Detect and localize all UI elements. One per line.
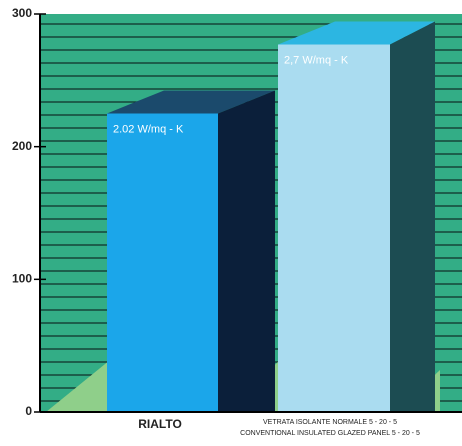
floor-shade — [46, 360, 110, 412]
y-tick-label: 200 — [12, 139, 32, 153]
x-tick-label: CONVENTIONAL INSULATED GLAZED PANEL 5 - … — [240, 430, 420, 437]
bar-top — [278, 21, 435, 45]
bar-side — [390, 21, 435, 412]
bar-top — [107, 90, 275, 114]
bar-annotation: 2.02 W/mq - K — [113, 123, 184, 135]
bar — [107, 113, 218, 412]
y-tick-label: 300 — [12, 6, 32, 20]
bar — [278, 44, 390, 412]
bar-annotation: 2,7 W/mq - K — [284, 54, 349, 66]
x-tick-label: VETRATA ISOLANTE NORMALE 5 - 20 - 5 — [263, 419, 397, 426]
y-tick-label: 100 — [12, 272, 32, 286]
y-tick-label: 0 — [25, 404, 32, 418]
bar-side — [218, 90, 275, 412]
x-tick-label: RIALTO — [138, 417, 182, 431]
